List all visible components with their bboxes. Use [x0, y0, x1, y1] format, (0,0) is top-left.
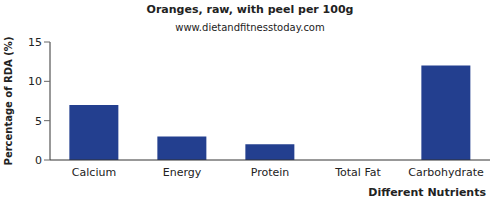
svg-text:0: 0	[35, 154, 42, 167]
svg-text:Energy: Energy	[163, 166, 202, 179]
svg-text:Carbohydrate: Carbohydrate	[408, 166, 484, 179]
svg-text:15: 15	[28, 36, 42, 49]
svg-text:Total Fat: Total Fat	[334, 166, 381, 179]
svg-text:Different Nutrients: Different Nutrients	[368, 186, 486, 199]
svg-text:Calcium: Calcium	[72, 166, 116, 179]
svg-text:Protein: Protein	[251, 166, 290, 179]
html-text:www.dietandfitnesstoday.com: www.dietandfitnesstoday.com	[175, 22, 325, 33]
svg-text:Percentage of RDA (%): Percentage of RDA (%)	[8, 37, 14, 166]
html-text:Oranges, raw, with peel per 10: Oranges, raw, with peel per 100g	[146, 3, 354, 16]
svg-text:5: 5	[35, 115, 42, 128]
svg-text:10: 10	[28, 75, 42, 88]
